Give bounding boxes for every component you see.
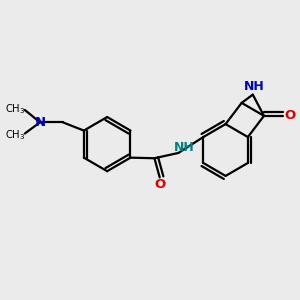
Text: CH$_3$: CH$_3$	[5, 102, 26, 116]
Text: O: O	[155, 178, 166, 191]
Text: NH: NH	[174, 141, 195, 154]
Text: O: O	[284, 109, 295, 122]
Text: NH: NH	[244, 80, 265, 93]
Text: N: N	[34, 116, 46, 129]
Text: CH$_3$: CH$_3$	[5, 128, 26, 142]
